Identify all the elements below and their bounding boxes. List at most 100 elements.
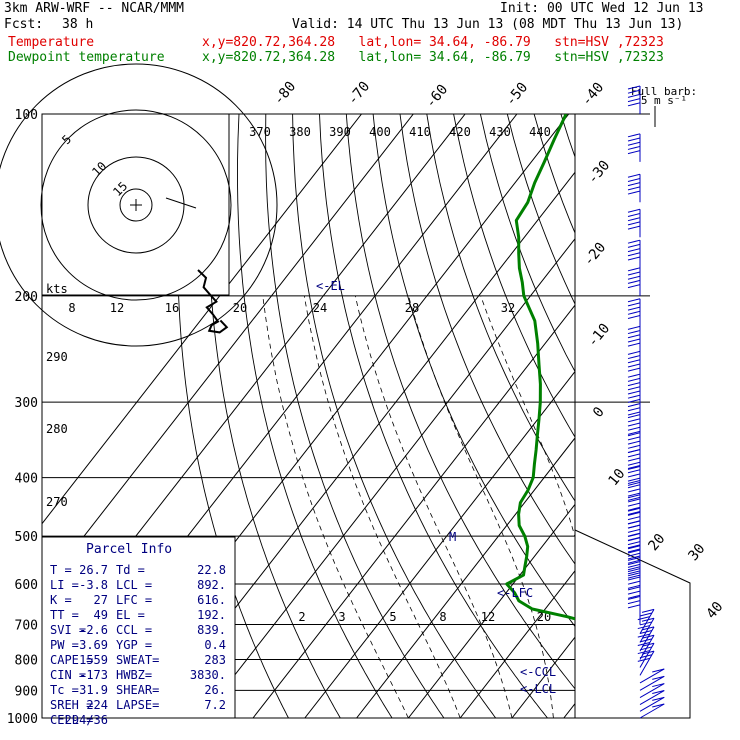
theta-label: 420 xyxy=(449,125,471,139)
moist-adiabat xyxy=(584,296,647,718)
isotherm-line xyxy=(459,570,575,718)
barb-flag xyxy=(627,186,641,191)
isotherm-line xyxy=(356,437,575,718)
barb-flag xyxy=(652,690,665,695)
mixing-ratio-label: 8 xyxy=(68,301,75,315)
barb-flag xyxy=(627,284,641,289)
dewpoint-legend: Dewpoint temperature xyxy=(8,50,165,65)
wind-barb xyxy=(627,173,641,203)
wind-barb xyxy=(627,85,641,114)
barb-flag xyxy=(627,306,641,311)
wind-barb xyxy=(627,325,641,355)
theta-label: 380 xyxy=(289,125,311,139)
barb-flag xyxy=(627,477,641,482)
hodograph-units: kts xyxy=(46,282,68,296)
parcel-key: SHEAR= xyxy=(116,683,159,697)
isotherm-label: -40 xyxy=(579,80,608,110)
barb-flag xyxy=(627,496,641,501)
barb-flag xyxy=(627,604,641,609)
barb-flag xyxy=(627,302,641,307)
isotherm-line xyxy=(511,636,575,718)
barb-flag xyxy=(627,524,641,529)
parcel-value: 192. xyxy=(197,608,226,622)
barb-flag xyxy=(627,275,641,280)
dry-adiabat xyxy=(426,114,575,502)
isotherm-label: 0 xyxy=(590,404,608,421)
theta-label: 440 xyxy=(529,125,551,139)
theta-side-label: 280 xyxy=(46,422,68,436)
parcel-value: 26.7 xyxy=(79,563,108,577)
barb-staff xyxy=(639,696,665,712)
barb-flag xyxy=(627,403,641,408)
barb-flag xyxy=(627,430,641,435)
dry-adiabat xyxy=(533,114,575,235)
temperature-profile xyxy=(582,114,655,718)
barb-staff xyxy=(639,690,665,705)
dewpoint-location: x,y=820.72,364.28 lat,lon= 34.64, -86.79… xyxy=(202,50,664,65)
parcel-key: LAPSE= xyxy=(116,698,159,712)
isotherm-line xyxy=(667,114,740,718)
barb-flag xyxy=(627,252,641,257)
wind-barb xyxy=(639,675,665,691)
barb-flag xyxy=(627,559,641,564)
mixing-ratio-label: 2 xyxy=(298,610,305,624)
isotherm-line xyxy=(42,114,362,525)
barb-flag xyxy=(627,182,641,187)
parcel-value: 839. xyxy=(197,623,226,637)
barb-flag xyxy=(627,98,641,103)
barb-flag xyxy=(627,315,641,320)
isotherm-label: -30 xyxy=(585,158,614,188)
forecast-label: Fcst: xyxy=(4,17,44,32)
barb-flag xyxy=(627,377,641,382)
mixing-ratio-label: 32 xyxy=(501,301,515,315)
barb-flag xyxy=(627,382,641,387)
wind-barb xyxy=(639,683,665,698)
barb-flag xyxy=(627,568,641,573)
barb-flag xyxy=(627,465,641,470)
isotherm-label: -80 xyxy=(271,79,300,109)
dry-adiabat xyxy=(722,114,740,718)
parcel-value: 27 xyxy=(94,593,108,607)
mixing-ratio-label: 12 xyxy=(481,610,495,624)
isotherm-label: -10 xyxy=(585,321,614,351)
parcel-info-frame xyxy=(41,536,236,719)
wind-barb xyxy=(627,208,641,238)
mixing-ratio-label: 16 xyxy=(165,301,179,315)
pressure-label: 1000 xyxy=(7,712,38,727)
parcel-key: LFC = xyxy=(116,593,152,607)
barb-flag xyxy=(627,574,641,579)
dry-adiabat xyxy=(237,114,393,718)
barb-flag xyxy=(627,449,641,453)
barb-flag xyxy=(627,190,641,195)
barb-staff xyxy=(639,668,665,684)
barb-flag xyxy=(627,89,641,94)
parcel-value: 7.2 xyxy=(204,698,226,712)
parcel-value: 294/36 xyxy=(65,713,108,727)
barb-flag xyxy=(627,594,641,599)
barb-flag xyxy=(637,657,650,662)
mixing-ratio-label: 20 xyxy=(233,301,247,315)
parcel-value: 0.4 xyxy=(204,638,226,652)
el-marker: <-EL xyxy=(316,279,345,293)
barb-flag xyxy=(627,520,641,525)
barb-flag xyxy=(627,484,641,489)
hodograph-motion-line xyxy=(165,197,197,209)
ccl-marker: <-CCL xyxy=(520,665,556,679)
barb-flag xyxy=(627,256,641,261)
isotherm-label: -70 xyxy=(345,79,374,109)
barb-flag xyxy=(627,492,641,497)
barb-flag xyxy=(627,595,641,600)
theta-side-label: 290 xyxy=(46,350,68,364)
wind-barb xyxy=(627,373,641,403)
parcel-info-box: Parcel Info T = 26.7 Td = 22.8 LI = -3.8 LCL = 8… xyxy=(41,536,236,727)
parcel-value: 892. xyxy=(197,578,226,592)
theta-label: 390 xyxy=(329,125,351,139)
isotherm-label: 10 xyxy=(605,466,628,489)
barb-flag xyxy=(627,544,641,549)
barb-flag xyxy=(627,586,641,591)
barb-flag xyxy=(627,85,641,90)
init-time: Init: 00 UTC Wed 12 Jun 13 xyxy=(500,1,704,16)
forecast-hour: 38 h xyxy=(62,17,94,32)
dry-adiabat xyxy=(207,114,341,718)
barb-flag xyxy=(627,461,641,466)
